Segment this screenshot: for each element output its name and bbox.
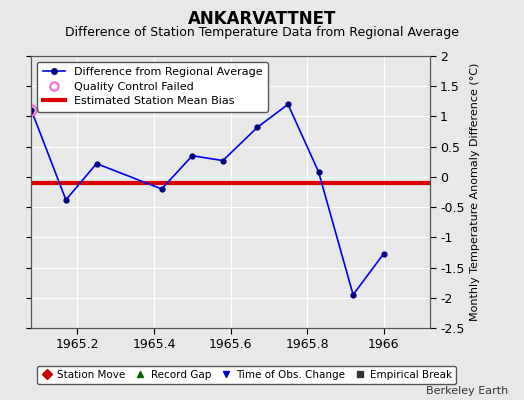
Point <box>27 107 36 114</box>
Legend: Station Move, Record Gap, Time of Obs. Change, Empirical Break: Station Move, Record Gap, Time of Obs. C… <box>37 366 456 384</box>
Text: Difference of Station Temperature Data from Regional Average: Difference of Station Temperature Data f… <box>65 26 459 39</box>
Text: Berkeley Earth: Berkeley Earth <box>426 386 508 396</box>
Y-axis label: Monthly Temperature Anomaly Difference (°C): Monthly Temperature Anomaly Difference (… <box>470 63 480 321</box>
Text: ANKARVATTNET: ANKARVATTNET <box>188 10 336 28</box>
